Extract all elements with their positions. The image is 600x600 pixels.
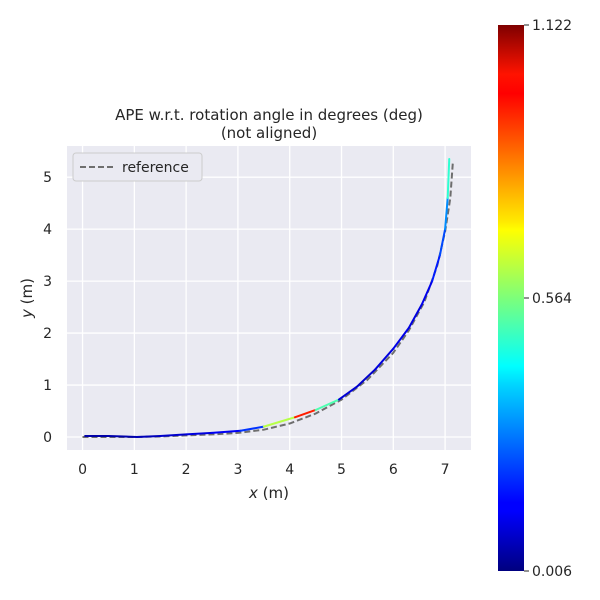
y-tick-label: 3 <box>43 274 52 290</box>
tick-labels: 0 1 2 3 4 5 6 7 0 1 2 3 4 5 <box>43 170 449 478</box>
y-tick-label: 0 <box>43 430 52 446</box>
x-tick-label: 5 <box>337 462 346 478</box>
colorbar-tick-label: 1.122 <box>532 18 572 34</box>
y-axis-label-var: y <box>18 308 36 319</box>
trajectory-segment <box>293 408 317 419</box>
trajectory-segment <box>356 368 377 388</box>
colorbar-tick-label: 0.006 <box>532 564 572 580</box>
x-tick-label: 1 <box>130 462 139 478</box>
x-tick-label: 2 <box>182 462 191 478</box>
x-tick-label: 3 <box>233 462 242 478</box>
trajectory-segment <box>337 385 359 401</box>
trajectory-segment <box>438 228 447 257</box>
colorbar <box>498 25 524 571</box>
x-tick-label: 4 <box>285 462 294 478</box>
trajectory-segment <box>431 254 441 283</box>
x-axis-label-var: x <box>248 484 258 502</box>
legend-box <box>72 152 203 182</box>
y-axis-label: y (m) <box>18 278 36 319</box>
trajectory-segment <box>444 196 449 231</box>
plot-background <box>67 146 471 450</box>
colorbar-ticks: 0.006 0.564 1.122 <box>524 18 572 580</box>
trajectory-segment <box>107 434 138 439</box>
x-tick-label: 0 <box>78 462 87 478</box>
trajectory-line <box>84 157 451 439</box>
trajectory-segment <box>446 157 451 199</box>
legend: reference <box>72 152 203 182</box>
y-axis-label-unit: (m) <box>18 278 36 309</box>
y-tick-label: 4 <box>43 222 52 238</box>
trajectory-segment <box>135 434 162 439</box>
chart-title: APE w.r.t. rotation angle in degrees (de… <box>115 106 423 124</box>
trajectory-segment <box>392 326 410 350</box>
trajectory-segment <box>211 429 242 434</box>
y-tick-label: 1 <box>43 378 52 394</box>
trajectory-segment <box>262 416 296 428</box>
trajectory-segment <box>314 398 340 411</box>
trajectory-segment <box>239 425 265 432</box>
y-tick-label: 2 <box>43 326 52 342</box>
x-axis-label-unit: (m) <box>258 484 289 502</box>
x-tick-label: 6 <box>389 462 398 478</box>
chart-subtitle: (not aligned) <box>221 124 317 142</box>
grid-lines <box>67 146 471 450</box>
trajectory-segment <box>374 347 395 371</box>
trajectory-segment <box>159 433 188 437</box>
trajectory-segment <box>185 431 214 436</box>
trajectory-segment <box>407 303 423 329</box>
colorbar-tick-label: 0.564 <box>532 291 572 307</box>
y-tick-label: 5 <box>43 170 52 186</box>
legend-reference-label: reference <box>122 160 189 176</box>
trajectory-segment <box>420 280 434 306</box>
x-tick-label: 7 <box>441 462 450 478</box>
x-axis-label: x (m) <box>248 484 289 502</box>
